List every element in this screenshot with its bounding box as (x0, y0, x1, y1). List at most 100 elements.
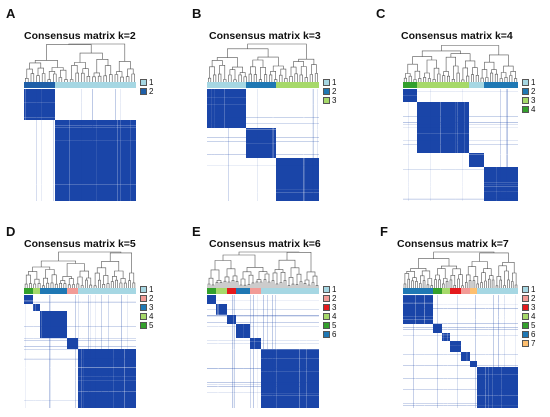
legend-item: 2 (140, 294, 153, 303)
dendrogram-branch (304, 279, 310, 285)
consensus-noise-line (25, 295, 26, 408)
dendrogram-branch (274, 269, 284, 273)
dendrogram-branch (438, 279, 441, 288)
consensus-block (470, 361, 477, 367)
consensus-noise-line (504, 295, 505, 408)
consensus-block (67, 338, 78, 349)
class-segment (55, 82, 136, 88)
consensus-noise-line (207, 315, 319, 316)
consensus-noise-line (207, 341, 319, 342)
dendrogram-branch (300, 66, 307, 78)
consensus-noise-line (127, 295, 128, 408)
dendrogram-branch (294, 73, 298, 82)
dendrogram-branch (43, 277, 48, 286)
consensus-noise-line (501, 295, 502, 408)
consensus-noise-line (41, 89, 42, 201)
legend-item: 2 (522, 87, 535, 96)
consensus-noise-line (403, 323, 518, 324)
dendrogram-branch (512, 272, 517, 285)
consensus-noise-line (403, 116, 518, 117)
legend-label: 3 (332, 96, 337, 105)
dendrogram-branch (127, 68, 134, 77)
dendrogram-branch (28, 271, 38, 280)
consensus-noise-line (24, 338, 136, 339)
dendrogram-branch (34, 278, 40, 284)
dendrogram-branch (314, 73, 318, 82)
consensus-noise-line (507, 89, 508, 201)
panel-title: Consensus matrix k=7 (397, 238, 509, 250)
legend-label: 4 (531, 312, 536, 321)
consensus-noise-line (24, 102, 136, 103)
consensus-noise-line (90, 295, 91, 408)
legend-item: 5 (323, 321, 336, 330)
dendrogram-branch (219, 65, 226, 80)
consensus-noise-line (207, 314, 319, 315)
consensus-noise-line (25, 89, 26, 201)
consensus-noise-line (263, 295, 264, 408)
legend-swatch (323, 313, 330, 320)
dendrogram-branch (66, 263, 85, 277)
dendrogram-branch (51, 67, 64, 72)
legend-label: 4 (332, 312, 337, 321)
consensus-noise-line (424, 295, 425, 408)
consensus-noise-line (207, 300, 319, 301)
dendrogram-branch (257, 56, 279, 66)
consensus-noise-line (108, 295, 109, 408)
legend-item: 3 (522, 96, 535, 105)
consensus-block (276, 158, 319, 201)
consensus-noise-line (403, 319, 518, 320)
dendrogram-branch (29, 283, 32, 288)
class-bar (207, 288, 319, 294)
class-segment (24, 288, 33, 294)
dendrogram-branch (270, 71, 276, 80)
consensus-noise-line (207, 97, 319, 98)
dendrogram-branch (112, 276, 117, 282)
consensus-block (250, 338, 261, 349)
consensus-heatmap (24, 89, 136, 201)
class-segment (417, 82, 469, 88)
dendrogram-branch (85, 279, 88, 288)
dendrogram-branch (210, 269, 220, 281)
consensus-noise-line (403, 365, 518, 366)
dendrogram-branch (426, 59, 437, 73)
dendrogram-branch (233, 79, 237, 82)
consensus-noise-line (217, 295, 218, 408)
class-segment (276, 82, 319, 88)
dendrogram-branch (407, 278, 410, 288)
consensus-noise-line (207, 143, 319, 144)
dendrogram-branch (280, 272, 286, 283)
consensus-noise-line (69, 89, 70, 201)
consensus-noise-line (462, 89, 463, 201)
consensus-heatmap (403, 295, 518, 408)
class-segment (250, 288, 261, 294)
dendrogram-branch (131, 73, 135, 82)
dendrogram-branch (82, 68, 89, 77)
consensus-noise-line (498, 295, 499, 408)
consensus-noise-line (78, 295, 79, 408)
legend-label: 1 (149, 78, 154, 87)
consensus-noise-line (24, 140, 136, 141)
panel-title: Consensus matrix k=6 (209, 238, 321, 250)
consensus-noise-line (403, 182, 518, 183)
consensus-noise-line (24, 367, 136, 368)
dendrogram-branch (101, 261, 120, 271)
dendrogram-branch (246, 267, 264, 272)
consensus-noise-line (120, 89, 121, 201)
consensus-noise-line (24, 301, 136, 302)
consensus-noise-line (488, 295, 489, 408)
legend-item: 3 (323, 96, 336, 105)
consensus-block (227, 315, 236, 324)
legend-swatch (522, 88, 529, 95)
consensus-noise-line (24, 184, 136, 185)
dendrogram-branch (491, 279, 495, 288)
dendrogram-branch (238, 74, 242, 82)
legend-swatch (140, 295, 147, 302)
dendrogram-branch (81, 72, 85, 82)
dendrogram-branch (77, 276, 83, 286)
dendrogram-branch (228, 74, 232, 82)
consensus-noise-line (81, 89, 82, 201)
dendrogram-branch (507, 279, 510, 288)
consensus-noise-line (403, 95, 518, 96)
